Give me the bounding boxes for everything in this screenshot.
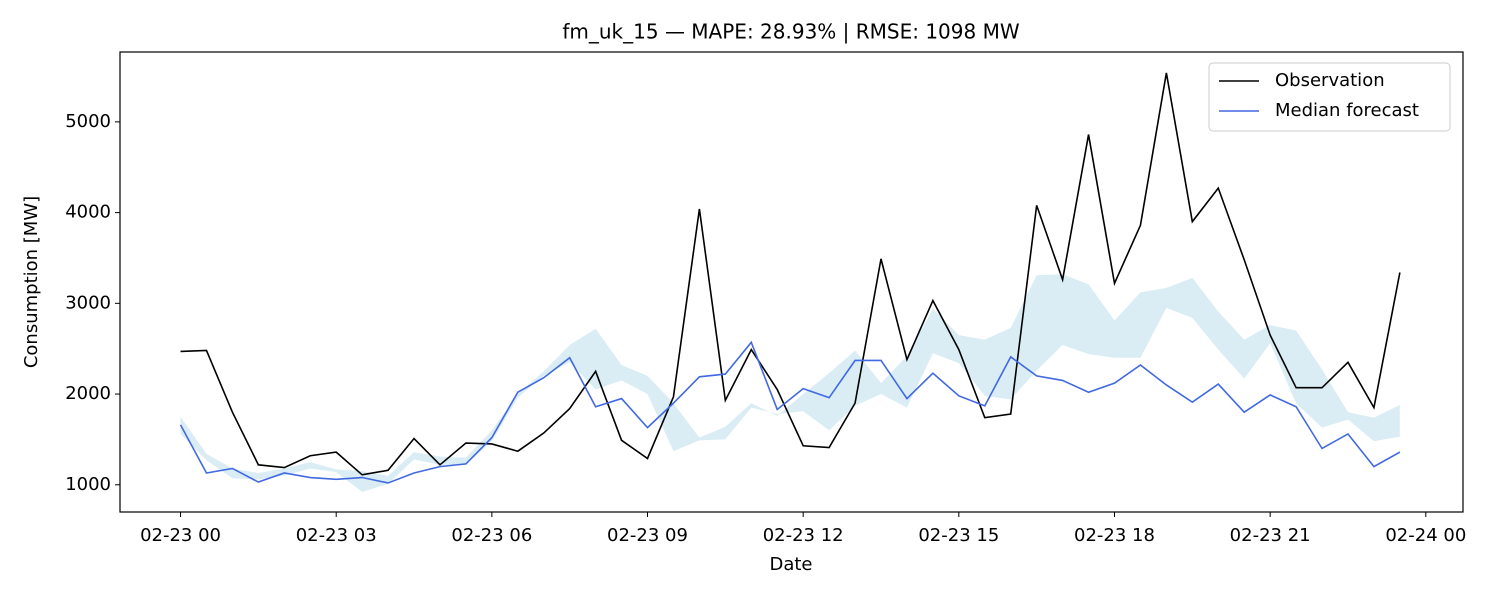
plot-frame: [119, 51, 1464, 513]
forecast-band: [180, 274, 1400, 493]
x-tick-label: 02-23 12: [763, 525, 844, 546]
x-tick-label: 02-23 15: [918, 525, 999, 546]
y-tick-label: 3000: [65, 292, 111, 313]
x-tick-label: 02-23 21: [1230, 525, 1311, 546]
y-tick-label: 4000: [65, 202, 111, 223]
chart-title: fm_uk_15 — MAPE: 28.93% | RMSE: 1098 MW: [562, 20, 1019, 44]
x-axis-label: Date: [769, 554, 812, 575]
x-tick-label: 02-23 18: [1074, 525, 1155, 546]
y-tick-label: 1000: [65, 474, 111, 495]
y-axis-label: Consumption [MW]: [21, 196, 42, 368]
series-line: [180, 72, 1401, 476]
x-tick-label: 02-23 03: [296, 525, 377, 546]
x-tick-label: 02-24 00: [1385, 525, 1466, 546]
series-line: [179, 340, 1401, 484]
x-tick-label: 02-23 00: [140, 525, 221, 546]
y-tick-label: 2000: [65, 383, 111, 404]
legend-label: Observation: [1275, 70, 1385, 91]
legend-label: Median forecast: [1275, 100, 1419, 121]
x-tick-label: 02-23 06: [451, 525, 532, 546]
legend-box: [1208, 62, 1451, 132]
y-tick-label: 5000: [65, 111, 111, 132]
x-tick-label: 02-23 09: [607, 525, 688, 546]
